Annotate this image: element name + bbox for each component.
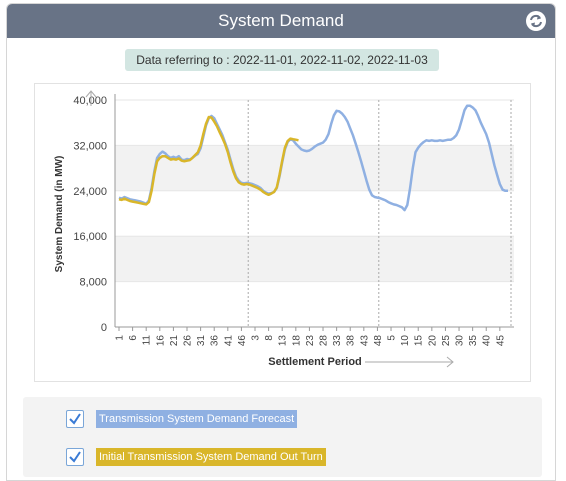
legend-label: Transmission System Demand Forecast (96, 410, 298, 428)
x-tick-label: 23 (305, 335, 316, 347)
header: System Demand (7, 4, 555, 38)
x-tick-label: 41 (223, 335, 234, 347)
x-tick-label: 40 (482, 335, 493, 347)
x-tick-label: 3 (251, 335, 262, 341)
x-tick-label: 45 (495, 335, 506, 347)
x-tick-label: 43 (359, 335, 370, 347)
checkbox[interactable] (66, 448, 84, 466)
x-axis-label: Settlement Period (268, 356, 362, 368)
panel: System Demand Data referring to : 2022-1… (6, 3, 556, 481)
x-tick-label: 5 (387, 335, 398, 341)
x-tick-label: 13 (278, 335, 289, 347)
x-tick-label: 31 (196, 335, 207, 347)
axis-arrow (365, 356, 454, 368)
legend-item[interactable]: Initial Transmission System Demand Out T… (66, 447, 326, 467)
x-tick-label: 8 (264, 335, 275, 341)
plot-band (115, 145, 514, 191)
x-tick-label: 16 (155, 335, 166, 347)
x-tick-label: 25 (441, 335, 452, 347)
x-tick-label: 26 (183, 335, 194, 347)
legend-item[interactable]: Transmission System Demand Forecast (66, 409, 298, 429)
refresh-button[interactable] (525, 10, 547, 32)
x-tick-label: 48 (373, 335, 384, 347)
x-tick-label: 11 (142, 335, 153, 346)
x-tick-label: 30 (455, 335, 466, 347)
x-tick-label: 46 (237, 335, 248, 347)
plot-band (115, 236, 514, 282)
x-tick-label: 21 (169, 335, 180, 347)
x-tick-label: 1 (115, 335, 126, 341)
x-tick-label: 36 (210, 335, 221, 347)
x-tick-label: 38 (346, 335, 357, 347)
y-tick-label: 32,000 (73, 140, 107, 152)
y-tick-label: 8,000 (79, 277, 107, 289)
checkbox[interactable] (66, 410, 84, 428)
x-tick-label: 33 (332, 335, 343, 347)
y-tick-label: 24,000 (73, 186, 107, 198)
y-tick-label: 40,000 (73, 95, 107, 107)
legend-label: Initial Transmission System Demand Out T… (96, 448, 326, 466)
legend: Transmission System Demand Forecast Init… (23, 397, 542, 477)
x-tick-label: 15 (414, 335, 425, 347)
subtitle: Data referring to : 2022-11-01, 2022-11-… (125, 49, 439, 71)
series-line (118, 115, 299, 206)
x-tick-label: 20 (427, 335, 438, 347)
y-tick-label: 16,000 (73, 231, 107, 243)
y-tick-label: 0 (101, 322, 107, 334)
axis-arrow (85, 90, 97, 106)
chart-box: 0 8,000 16,000 24,000 32,000 40,000 1 6 11 16 21 26… (34, 83, 531, 382)
title: System Demand (218, 11, 344, 30)
x-tick-label: 6 (128, 335, 139, 341)
x-tick-label: 10 (400, 335, 411, 347)
y-axis-label: System Demand (in MW) (54, 156, 65, 273)
x-tick-label: 28 (319, 335, 330, 347)
x-tick-label: 18 (291, 335, 302, 347)
x-tick-label: 35 (468, 335, 479, 347)
